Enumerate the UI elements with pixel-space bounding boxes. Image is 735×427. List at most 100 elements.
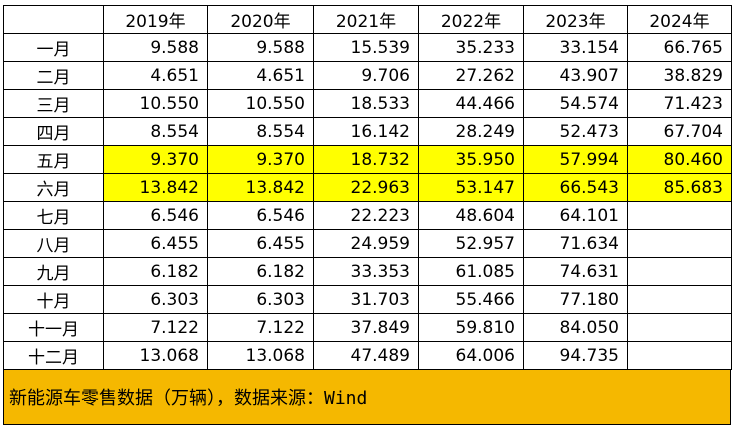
value-cell: 6.182	[103, 257, 208, 286]
value-cell: 84.050	[523, 313, 628, 342]
value-cell: 6.303	[207, 285, 314, 314]
value-cell: 18.732	[313, 145, 419, 174]
value-cell: 16.142	[313, 117, 419, 146]
value-cell: 8.554	[103, 117, 208, 146]
row-label: 十二月	[3, 341, 104, 370]
value-cell: 52.957	[418, 229, 524, 258]
value-cell: 66.543	[523, 173, 628, 202]
row-label: 二月	[3, 61, 104, 90]
table-row: 三月 10.550 10.550 18.533 44.466 54.574 71.423	[3, 89, 732, 118]
column-header: 2023年	[523, 5, 628, 34]
value-cell: 18.533	[313, 89, 419, 118]
value-cell: 13.842	[207, 173, 314, 202]
value-cell: 6.546	[103, 201, 208, 230]
value-cell: 6.455	[207, 229, 314, 258]
value-cell: 59.810	[418, 313, 524, 342]
table-row: 五月 9.370 9.370 18.732 35.950 57.994 80.460	[3, 145, 732, 174]
value-cell: 13.842	[103, 173, 208, 202]
value-cell: 61.085	[418, 257, 524, 286]
table-row: 十月 6.303 6.303 31.703 55.466 77.180	[3, 285, 732, 314]
value-cell: 22.963	[313, 173, 419, 202]
value-cell	[627, 313, 732, 342]
column-header: 2024年	[627, 5, 732, 34]
value-cell: 57.994	[523, 145, 628, 174]
row-label: 一月	[3, 33, 104, 62]
value-cell: 33.353	[313, 257, 419, 286]
table-row: 七月 6.546 6.546 22.223 48.604 64.101	[3, 201, 732, 230]
value-cell: 80.460	[627, 145, 732, 174]
value-cell: 66.765	[627, 33, 732, 62]
value-cell	[627, 341, 732, 370]
value-cell: 54.574	[523, 89, 628, 118]
value-cell: 22.223	[313, 201, 419, 230]
value-cell: 15.539	[313, 33, 419, 62]
value-cell: 64.006	[418, 341, 524, 370]
table-row: 一月 9.588 9.588 15.539 35.233 33.154 66.765	[3, 33, 732, 62]
row-label: 十一月	[3, 313, 104, 342]
value-cell: 8.554	[207, 117, 314, 146]
row-label: 十月	[3, 285, 104, 314]
value-cell: 4.651	[207, 61, 314, 90]
value-cell: 9.706	[313, 61, 419, 90]
column-header: 2021年	[313, 5, 419, 34]
value-cell: 67.704	[627, 117, 732, 146]
row-label: 五月	[3, 145, 104, 174]
value-cell: 6.182	[207, 257, 314, 286]
value-cell: 13.068	[207, 341, 314, 370]
row-label: 四月	[3, 117, 104, 146]
value-cell: 71.634	[523, 229, 628, 258]
value-cell	[627, 201, 732, 230]
value-cell: 27.262	[418, 61, 524, 90]
column-header: 2019年	[103, 5, 208, 34]
value-cell	[627, 229, 732, 258]
table-row: 十一月 7.122 7.122 37.849 59.810 84.050	[3, 313, 732, 342]
value-cell: 55.466	[418, 285, 524, 314]
value-cell: 85.683	[627, 173, 732, 202]
value-cell: 53.147	[418, 173, 524, 202]
value-cell: 47.489	[313, 341, 419, 370]
value-cell: 9.370	[207, 145, 314, 174]
row-label: 六月	[3, 173, 104, 202]
table-row: 十二月 13.068 13.068 47.489 64.006 94.735	[3, 341, 732, 370]
value-cell: 94.735	[523, 341, 628, 370]
table-row: 六月 13.842 13.842 22.963 53.147 66.543 85.683	[3, 173, 732, 202]
value-cell: 7.122	[207, 313, 314, 342]
value-cell: 10.550	[207, 89, 314, 118]
value-cell: 9.588	[207, 33, 314, 62]
value-cell	[627, 285, 732, 314]
table-row: 八月 6.455 6.455 24.959 52.957 71.634	[3, 229, 732, 258]
value-cell: 24.959	[313, 229, 419, 258]
value-cell	[627, 257, 732, 286]
value-cell: 52.473	[523, 117, 628, 146]
row-label: 八月	[3, 229, 104, 258]
value-cell: 6.546	[207, 201, 314, 230]
table-container: 2019年 2020年 2021年 2022年 2023年 2024年 一月 9.588 9.…	[3, 5, 732, 425]
value-cell: 35.950	[418, 145, 524, 174]
value-cell: 10.550	[103, 89, 208, 118]
value-cell: 6.455	[103, 229, 208, 258]
value-cell: 37.849	[313, 313, 419, 342]
value-cell: 33.154	[523, 33, 628, 62]
corner-cell	[3, 5, 104, 34]
table-row: 四月 8.554 8.554 16.142 28.249 52.473 67.704	[3, 117, 732, 146]
value-cell: 71.423	[627, 89, 732, 118]
value-cell: 77.180	[523, 285, 628, 314]
value-cell: 13.068	[103, 341, 208, 370]
table-row: 二月 4.651 4.651 9.706 27.262 43.907 38.829	[3, 61, 732, 90]
row-label: 九月	[3, 257, 104, 286]
value-cell: 35.233	[418, 33, 524, 62]
value-cell: 4.651	[103, 61, 208, 90]
value-cell: 9.370	[103, 145, 208, 174]
value-cell: 38.829	[627, 61, 732, 90]
value-cell: 31.703	[313, 285, 419, 314]
value-cell: 6.303	[103, 285, 208, 314]
sales-table: 2019年 2020年 2021年 2022年 2023年 2024年 一月 9.588 9.…	[3, 5, 732, 370]
column-header: 2022年	[418, 5, 524, 34]
table-row: 九月 6.182 6.182 33.353 61.085 74.631	[3, 257, 732, 286]
value-cell: 74.631	[523, 257, 628, 286]
row-label: 七月	[3, 201, 104, 230]
value-cell: 44.466	[418, 89, 524, 118]
value-cell: 43.907	[523, 61, 628, 90]
value-cell: 28.249	[418, 117, 524, 146]
